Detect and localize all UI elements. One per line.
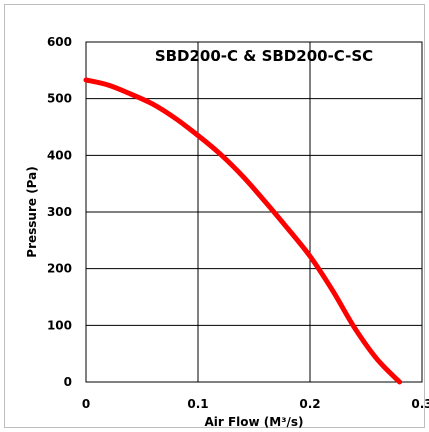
y-tick-label: 600 <box>47 35 72 49</box>
y-tick-label: 100 <box>47 318 72 332</box>
series-group <box>83 77 403 385</box>
y-tick-label: 300 <box>47 205 72 219</box>
x-tick-label: 0.2 <box>299 397 320 411</box>
x-axis-label: Air Flow (M³/s) <box>204 415 303 429</box>
grid-lines <box>85 41 423 383</box>
y-tick-labels: 0 100 200 300 400 500 600 <box>47 35 72 389</box>
chart-frame <box>4 4 425 428</box>
y-tick-label: 400 <box>47 148 72 162</box>
y-tick-label: 0 <box>64 375 72 389</box>
x-tick-label: 0.1 <box>187 397 208 411</box>
y-tick-label: 200 <box>47 262 72 276</box>
x-tick-label: 0 <box>82 397 90 411</box>
y-tick-label: 500 <box>47 92 72 106</box>
x-tick-label: 0.3 <box>411 397 429 411</box>
y-axis-label: Pressure (Pa) <box>25 166 39 257</box>
chart-title: SBD200-C & SBD200-C-SC <box>155 47 373 65</box>
plot-area-border <box>85 41 423 383</box>
fan-curve-line <box>83 77 403 385</box>
x-tick-labels: 0 0.1 0.2 0.3 <box>82 397 429 411</box>
